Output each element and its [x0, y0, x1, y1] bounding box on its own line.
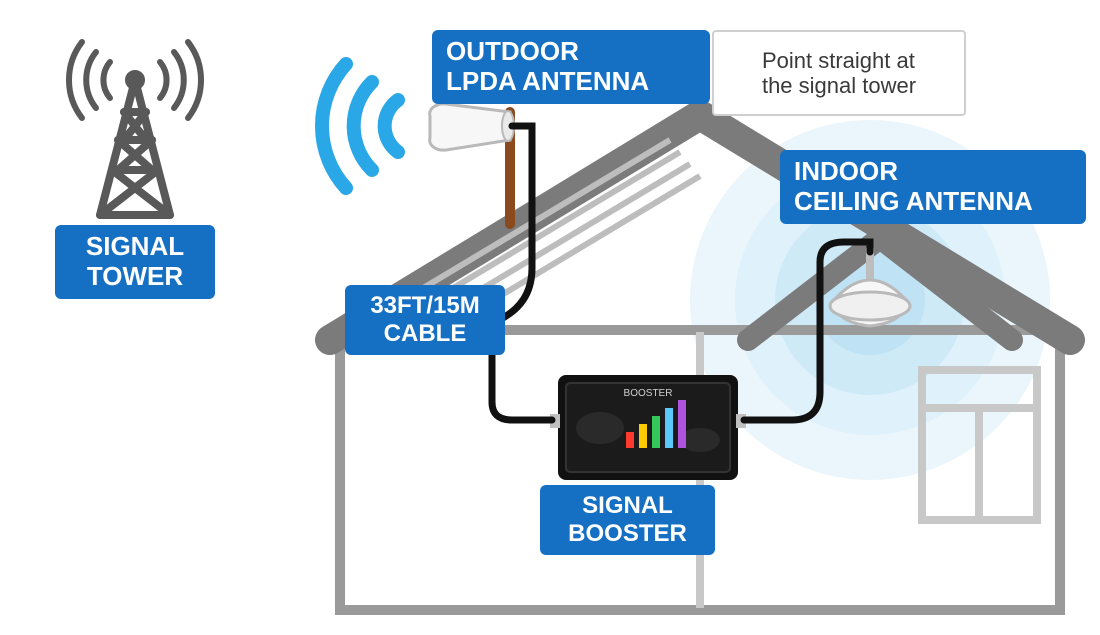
label-cable: 33FT/15M CABLE	[345, 285, 505, 355]
label-indoor-antenna: INDOOR CEILING ANTENNA	[780, 150, 1086, 224]
label-signal-tower: SIGNAL TOWER	[55, 225, 215, 299]
label-booster: SIGNAL BOOSTER	[540, 485, 715, 555]
label-point-hint: Point straight at the signal tower	[712, 30, 966, 116]
signal-tower-icon	[69, 42, 201, 215]
label-outdoor-antenna: OUTDOOR LPDA ANTENNA	[432, 30, 710, 104]
signal-booster-icon: BOOSTER	[550, 375, 746, 480]
diagram-stage: { "type": "infographic", "canvas": { "wi…	[0, 0, 1100, 635]
svg-text:BOOSTER: BOOSTER	[624, 388, 673, 399]
